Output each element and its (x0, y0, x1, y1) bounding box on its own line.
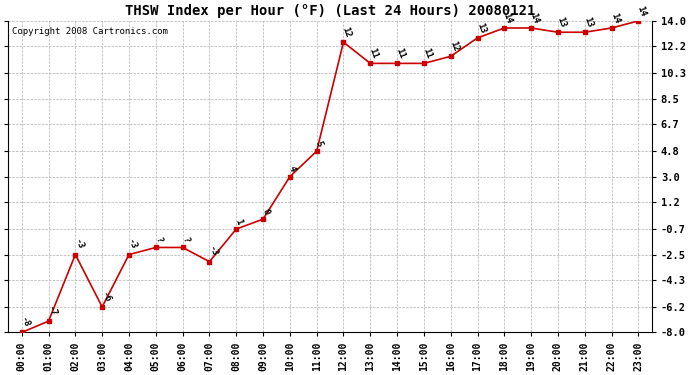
Text: 11: 11 (368, 46, 380, 60)
Text: 11: 11 (421, 46, 433, 60)
Text: 12: 12 (341, 26, 353, 39)
Text: 13: 13 (555, 15, 567, 28)
Text: 4: 4 (287, 165, 297, 173)
Text: -8: -8 (19, 316, 31, 329)
Text: 12: 12 (448, 40, 460, 53)
Text: 11: 11 (394, 46, 406, 60)
Text: 14: 14 (502, 11, 513, 24)
Text: ?: ? (180, 236, 190, 244)
Text: 5: 5 (314, 140, 324, 148)
Text: 0: 0 (260, 207, 270, 216)
Text: ?: ? (153, 236, 164, 244)
Text: 13: 13 (582, 15, 594, 28)
Text: -6: -6 (99, 290, 112, 303)
Text: -3: -3 (126, 238, 138, 251)
Text: -7: -7 (46, 304, 58, 318)
Text: 14: 14 (529, 11, 540, 24)
Text: -3: -3 (206, 245, 219, 258)
Text: -3: -3 (72, 238, 85, 251)
Text: 1: 1 (233, 217, 244, 225)
Text: 14: 14 (609, 11, 621, 24)
Title: THSW Index per Hour (°F) (Last 24 Hours) 20080121: THSW Index per Hour (°F) (Last 24 Hours)… (125, 4, 535, 18)
Text: 13: 13 (475, 21, 487, 34)
Text: Copyright 2008 Cartronics.com: Copyright 2008 Cartronics.com (12, 27, 168, 36)
Text: 14: 14 (635, 4, 648, 17)
